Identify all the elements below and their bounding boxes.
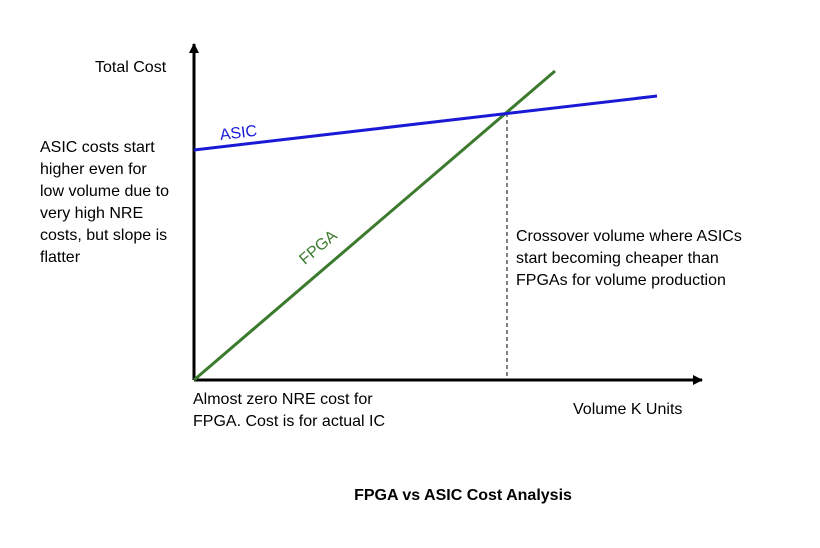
fpga-note-line: Almost zero NRE cost for	[193, 391, 373, 408]
asic-note-line: higher even for	[40, 161, 147, 178]
x-axis-label: Volume K Units	[573, 401, 682, 418]
asic-note-line: ASIC costs start	[40, 139, 155, 156]
asic-note-line: costs, but slope is	[40, 227, 167, 244]
asic-label: ASIC	[219, 123, 258, 144]
title: FPGA vs ASIC Cost Analysis	[354, 487, 572, 504]
asic-note-line: very high NRE	[40, 205, 143, 222]
crossover-note-line: Crossover volume where ASICs	[516, 228, 742, 245]
notes: ASIC costs start higher even for low volum…	[40, 139, 742, 430]
asic-note-line: low volume due to	[40, 183, 169, 200]
fpga-note-line: FPGA. Cost is for actual IC	[193, 413, 385, 430]
asic-note-line: flatter	[40, 249, 81, 266]
crossover-note-line: start becoming cheaper than	[516, 250, 719, 267]
fpga-label: FPGA	[296, 227, 341, 268]
fpga-line	[193, 69, 556, 382]
y-axis-label: Total Cost	[95, 59, 167, 76]
crossover-note-line: FPGAs for volume production	[516, 272, 726, 289]
asic-line	[193, 94, 658, 152]
